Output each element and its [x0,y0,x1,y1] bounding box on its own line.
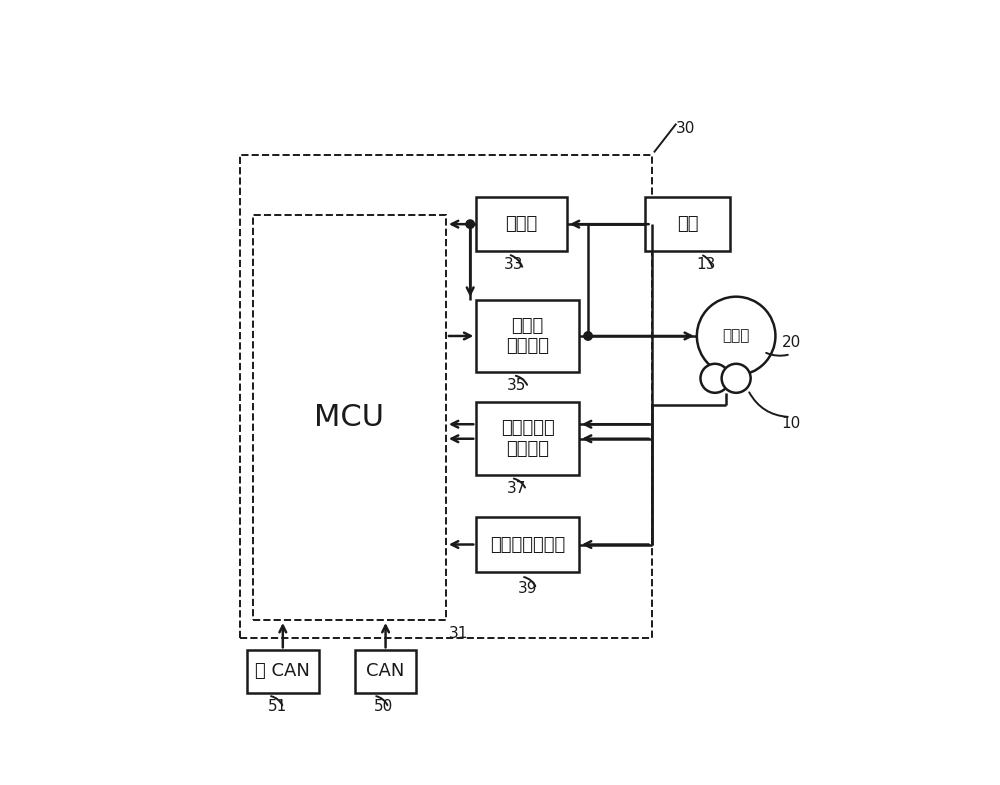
Bar [253,215,446,620]
Circle shape [722,363,751,392]
Text: 继电器: 继电器 [505,215,538,233]
Circle shape [697,297,775,375]
Text: 50: 50 [373,699,393,714]
Text: 33: 33 [503,257,523,272]
Bar [476,300,579,372]
Text: 转向角检测电路: 转向角检测电路 [490,535,565,553]
Text: 电池: 电池 [677,215,699,233]
Text: 31: 31 [449,626,468,641]
Text: 电动机电流
检测电路: 电动机电流 检测电路 [501,419,554,458]
Bar [476,517,579,571]
Text: 13: 13 [696,257,716,272]
Text: 51: 51 [268,699,288,714]
Text: 非 CAN: 非 CAN [255,663,310,681]
Circle shape [584,332,592,340]
Bar [355,650,416,692]
Text: 电动机
驱动电路: 电动机 驱动电路 [506,316,549,356]
Text: 35: 35 [507,378,526,393]
Bar [476,197,567,251]
Bar [476,403,579,475]
Text: 39: 39 [517,581,537,596]
Circle shape [466,220,474,228]
Text: CAN: CAN [366,663,405,681]
Text: 30: 30 [676,122,695,137]
Text: MCU: MCU [314,403,384,432]
Bar [645,197,730,251]
Text: 电动机: 电动机 [722,328,750,344]
Circle shape [700,363,729,392]
Text: 10: 10 [781,415,801,430]
Text: 37: 37 [507,481,526,496]
Bar [247,650,319,692]
Bar [240,155,652,638]
Text: 20: 20 [781,334,801,349]
